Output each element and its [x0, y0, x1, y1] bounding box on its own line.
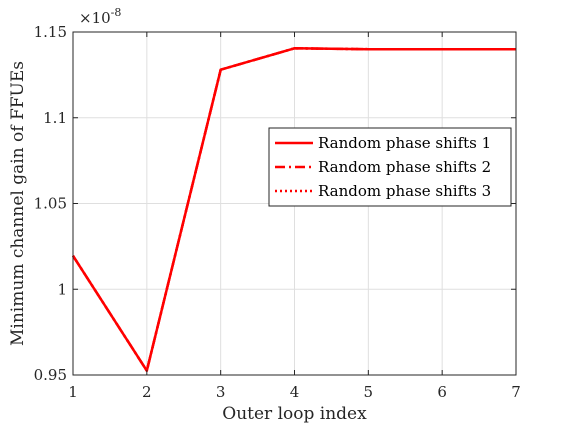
y-axis-label: Minimum channel gain of FFUEs	[8, 61, 28, 346]
x-tick-label: 4	[290, 383, 300, 401]
y-tick-label: 1.05	[34, 195, 67, 213]
legend-label-3: Random phase shifts 3	[318, 182, 491, 200]
y-tick-label: 1.1	[43, 109, 67, 127]
x-tick-label: 7	[511, 383, 521, 401]
y-tick-label: 0.95	[34, 366, 67, 384]
x-tick-label: 5	[364, 383, 374, 401]
y-axis-exponent: ×10-8	[79, 6, 121, 27]
x-tick-label: 3	[216, 383, 226, 401]
x-tick-label: 1	[68, 383, 78, 401]
x-tick-label: 6	[437, 383, 447, 401]
x-axis-label: Outer loop index	[222, 404, 367, 424]
y-tick-label: 1	[57, 280, 67, 298]
legend-label-2: Random phase shifts 2	[318, 158, 491, 176]
legend: Random phase shifts 1 Random phase shifts…	[268, 127, 512, 207]
y-tick-label: 1.15	[34, 23, 67, 41]
legend-label-1: Random phase shifts 1	[318, 134, 491, 152]
exponent-power: -8	[111, 6, 122, 19]
series-line-2	[71, 47, 516, 372]
x-tick-label: 2	[142, 383, 152, 401]
exponent-base: ×10	[79, 9, 111, 27]
